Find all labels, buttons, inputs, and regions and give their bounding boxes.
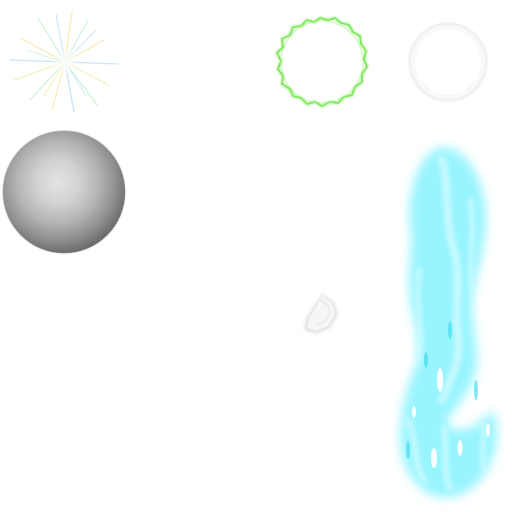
green-ring-sprite [262, 6, 378, 118]
sparkle-burst-icon [9, 11, 119, 113]
sparkle-burst-sprite [0, 0, 130, 125]
faint-ring-icon [408, 22, 488, 102]
faint-ring-sprite [398, 14, 500, 114]
white-shard-sprite [292, 286, 348, 344]
green-ring-icon [274, 15, 370, 109]
cyan-flame-icon [399, 147, 497, 498]
sphere-icon [3, 131, 125, 253]
cyan-flame-sprite [384, 130, 512, 512]
gray-sphere-sprite [0, 128, 128, 256]
shard-icon [304, 294, 338, 334]
